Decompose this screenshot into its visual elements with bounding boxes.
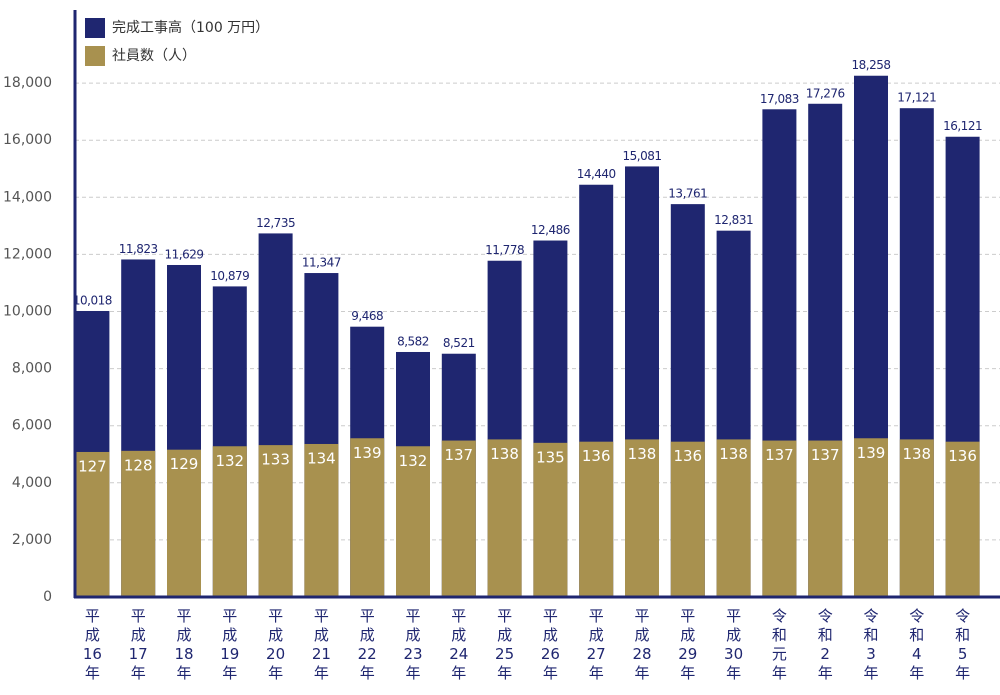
- value-label: 135: [536, 448, 565, 466]
- bar: [533, 442, 568, 597]
- x-tick-label: 平成 16 年: [83, 607, 102, 682]
- value-label: 13,761: [668, 187, 707, 201]
- value-label: 17,121: [897, 91, 936, 105]
- x-tick-label: 平成 17 年: [129, 607, 148, 682]
- value-label: 12,486: [531, 223, 570, 237]
- x-tick-label: 平成 19 年: [220, 607, 239, 682]
- value-label: 129: [170, 455, 199, 473]
- legend-swatch: [85, 18, 105, 38]
- bar: [487, 439, 522, 597]
- y-tick-label: 0: [43, 589, 52, 605]
- value-label: 133: [261, 451, 290, 469]
- x-tick-label: 平成 18 年: [174, 607, 193, 682]
- x-tick-label: 平成 22 年: [358, 607, 377, 682]
- x-tick-label: 平成 20 年: [266, 607, 285, 682]
- bar: [350, 438, 385, 597]
- y-tick-label: 6,000: [12, 418, 52, 434]
- x-tick-label: 平成 30 年: [724, 607, 743, 682]
- value-label: 132: [399, 452, 428, 470]
- x-tick-label: 平成 28 年: [632, 607, 651, 682]
- x-tick-label: 平成 27 年: [587, 607, 606, 682]
- value-label: 136: [673, 447, 702, 465]
- x-tick-label: 令和元年: [772, 607, 787, 682]
- value-label: 8,582: [397, 334, 429, 348]
- x-tick-label: 平成 21 年: [312, 607, 331, 682]
- legend-label: 完成工事高（100 万円）: [112, 19, 269, 36]
- y-tick-label: 4,000: [12, 475, 52, 491]
- value-label: 11,629: [165, 247, 204, 261]
- x-tick-label: 令和 4 年: [909, 607, 924, 682]
- value-label: 137: [811, 446, 840, 464]
- value-label: 127: [78, 457, 107, 475]
- x-tick-label: 令和 5 年: [955, 607, 970, 682]
- value-label: 137: [444, 446, 473, 464]
- y-tick-label: 2,000: [12, 532, 52, 548]
- bar: [854, 438, 888, 597]
- y-tick-label: 18,000: [3, 75, 52, 91]
- value-label: 11,347: [302, 256, 341, 270]
- x-tick-label: 令和 2 年: [818, 607, 833, 682]
- value-label: 18,258: [852, 58, 891, 72]
- y-tick-label: 10,000: [3, 304, 52, 320]
- value-label: 138: [719, 445, 748, 463]
- value-label: 16,121: [943, 119, 982, 133]
- bar: [441, 440, 476, 597]
- y-tick-label: 14,000: [3, 189, 52, 205]
- value-label: 136: [948, 447, 977, 465]
- x-tick-label: 平成 29 年: [678, 607, 697, 682]
- legend-label: 社員数（人）: [112, 48, 196, 64]
- value-label: 132: [215, 452, 244, 470]
- bar: [212, 446, 247, 597]
- value-label: 17,083: [760, 92, 799, 106]
- value-label: 11,823: [119, 242, 158, 256]
- bar: [808, 440, 843, 597]
- value-label: 9,468: [351, 309, 383, 323]
- x-tick-label: 平成 26 年: [541, 607, 560, 682]
- bar: [75, 451, 110, 597]
- value-label: 138: [628, 445, 657, 463]
- x-tick-label: 平成 25 年: [495, 607, 514, 682]
- bar: [670, 441, 705, 597]
- value-label: 14,440: [577, 167, 616, 181]
- x-tick-label: 令和 3 年: [863, 607, 878, 682]
- value-label: 12,735: [256, 216, 295, 230]
- value-label: 10,018: [73, 293, 112, 307]
- bar: [716, 439, 751, 597]
- bar: [579, 441, 614, 597]
- value-label: 12,831: [714, 213, 753, 227]
- y-tick-label: 8,000: [12, 361, 52, 377]
- x-tick-label: 平成 23 年: [403, 607, 422, 682]
- bar: [167, 449, 201, 597]
- legend-swatch: [85, 46, 105, 66]
- value-label: 15,081: [623, 149, 662, 163]
- value-label: 128: [124, 456, 153, 474]
- value-label: 139: [353, 444, 382, 462]
- value-label: 138: [490, 445, 519, 463]
- bar: [899, 439, 934, 597]
- value-label: 139: [857, 444, 886, 462]
- bar: [625, 439, 659, 597]
- value-label: 136: [582, 447, 611, 465]
- value-label: 137: [765, 446, 794, 464]
- bar: [304, 443, 339, 597]
- y-tick-label: 12,000: [3, 246, 52, 262]
- value-label: 138: [902, 445, 931, 463]
- bar: [258, 445, 293, 597]
- value-label: 134: [307, 449, 336, 467]
- bar: [396, 446, 430, 597]
- bar: [762, 440, 797, 597]
- x-tick-label: 平成 24 年: [449, 607, 468, 682]
- value-label: 11,778: [485, 243, 524, 257]
- value-label: 17,276: [806, 86, 845, 100]
- value-label: 8,521: [443, 336, 475, 350]
- bar: [121, 450, 156, 597]
- value-label: 10,879: [210, 269, 249, 283]
- bar: [945, 441, 980, 597]
- y-tick-label: 16,000: [3, 132, 52, 148]
